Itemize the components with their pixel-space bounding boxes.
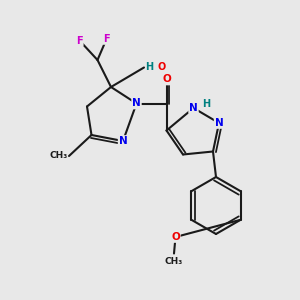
- Text: O: O: [171, 232, 180, 242]
- Text: H: H: [202, 99, 210, 110]
- Text: F: F: [76, 35, 83, 46]
- Text: O: O: [162, 74, 171, 85]
- Text: N: N: [118, 136, 127, 146]
- Text: N: N: [132, 98, 141, 109]
- Text: N: N: [214, 118, 224, 128]
- Text: CH₃: CH₃: [49, 152, 68, 160]
- Text: F: F: [103, 34, 110, 44]
- Text: N: N: [189, 103, 198, 113]
- Text: H: H: [146, 62, 154, 73]
- Text: O: O: [158, 62, 166, 73]
- Text: CH₃: CH₃: [165, 256, 183, 266]
